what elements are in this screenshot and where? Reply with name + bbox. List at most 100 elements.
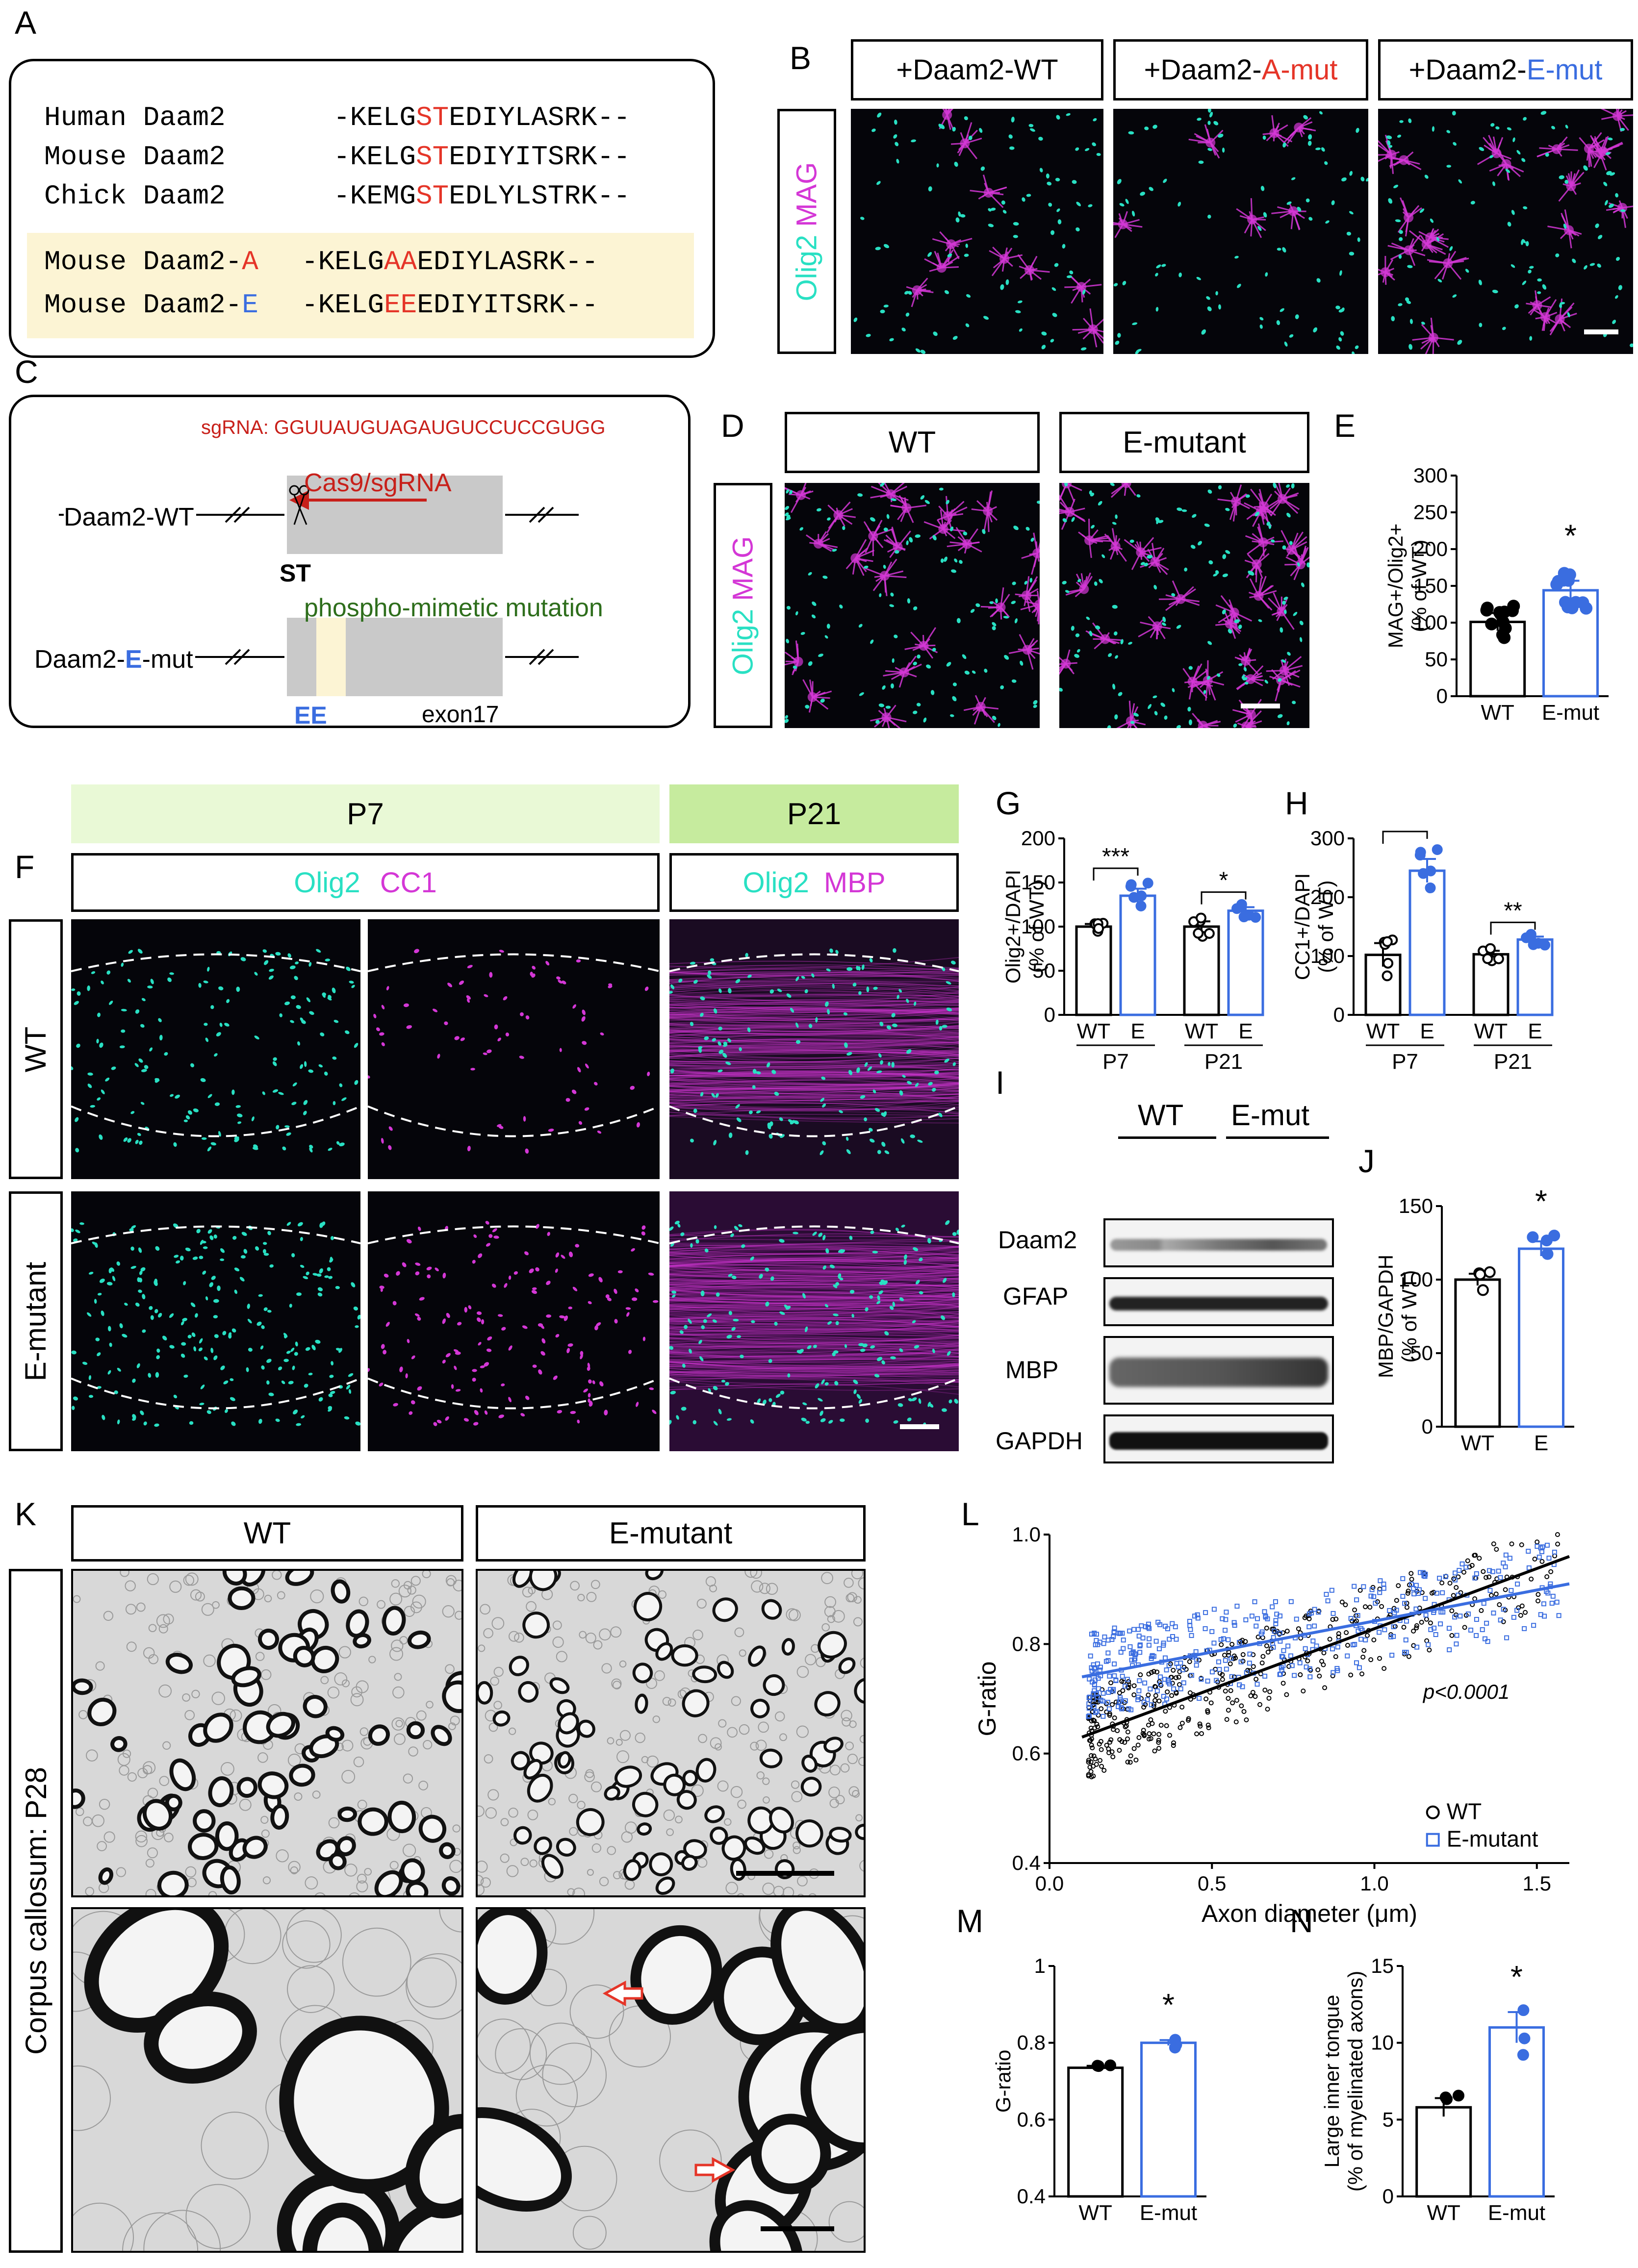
myelinated-axon bbox=[73, 1678, 93, 1695]
data-point bbox=[1125, 1729, 1130, 1735]
micrograph-f-wt-olig2 bbox=[71, 919, 360, 1179]
data-point bbox=[1556, 1613, 1561, 1618]
nucleus bbox=[1062, 518, 1067, 523]
nucleus bbox=[94, 1242, 98, 1248]
nucleus bbox=[751, 1320, 755, 1323]
nucleus bbox=[190, 1063, 195, 1067]
mbp-fiber bbox=[669, 1288, 959, 1299]
nucleus bbox=[873, 986, 878, 990]
st-site-label: ST bbox=[280, 559, 311, 587]
myelinated-axon bbox=[242, 1836, 268, 1859]
nucleus bbox=[505, 1033, 510, 1037]
myelinated-axon bbox=[98, 1867, 113, 1885]
panel-label-d: D bbox=[721, 407, 744, 444]
mag-cell bbox=[1248, 576, 1277, 611]
nucleus bbox=[454, 1036, 460, 1040]
myelinated-axon bbox=[188, 1833, 219, 1860]
nucleus bbox=[674, 1221, 680, 1225]
mag-cell bbox=[883, 655, 922, 688]
mbp-fiber bbox=[669, 1349, 959, 1355]
nucleus bbox=[700, 996, 705, 1001]
nucleus bbox=[870, 1345, 875, 1349]
nucleus bbox=[846, 1052, 852, 1056]
data-point bbox=[1255, 1635, 1261, 1640]
data-point bbox=[1454, 1641, 1459, 1647]
nucleus bbox=[110, 1267, 115, 1272]
nucleus bbox=[288, 1381, 294, 1385]
nucleus bbox=[545, 961, 550, 966]
data-point bbox=[1402, 1601, 1408, 1606]
nucleus bbox=[535, 1267, 539, 1272]
myelinated-axon bbox=[655, 1642, 673, 1661]
nucleus bbox=[1000, 284, 1004, 290]
p7-stain-header: Olig2 CC1 bbox=[71, 853, 660, 912]
mbp-fiber bbox=[669, 1018, 959, 1027]
mbp-fiber bbox=[669, 1372, 959, 1380]
boundary-line bbox=[71, 1105, 360, 1137]
data-point bbox=[1270, 1604, 1275, 1610]
data-point bbox=[1108, 1737, 1114, 1742]
mbp-fiber bbox=[669, 1105, 959, 1114]
nucleus bbox=[954, 161, 958, 167]
myelinated-axon bbox=[632, 1663, 653, 1684]
blot-gapdh bbox=[1103, 1414, 1334, 1463]
nucleus bbox=[237, 1113, 243, 1117]
nucleus bbox=[1136, 494, 1141, 498]
mbp-fiber bbox=[669, 1293, 959, 1307]
mag-cell bbox=[1397, 197, 1422, 237]
nucleus bbox=[893, 948, 896, 953]
nucleus bbox=[1537, 291, 1541, 294]
nucleus bbox=[858, 1399, 862, 1404]
data-point bbox=[1485, 617, 1498, 630]
nucleus bbox=[954, 1399, 958, 1404]
nucleus bbox=[876, 1070, 882, 1073]
mag-cell bbox=[906, 277, 934, 307]
nucleus bbox=[1233, 723, 1237, 728]
nucleus bbox=[768, 1134, 773, 1139]
mbp-fiber bbox=[669, 1101, 959, 1111]
mag-cell bbox=[923, 509, 965, 540]
mbp-fiber bbox=[669, 1262, 959, 1273]
nucleus bbox=[740, 1355, 744, 1359]
mbp-fiber bbox=[669, 1298, 959, 1304]
data-point bbox=[1129, 1657, 1134, 1663]
nucleus bbox=[907, 1417, 912, 1422]
nucleus bbox=[964, 253, 969, 257]
mag-cell bbox=[1385, 151, 1422, 171]
data-point bbox=[1107, 1739, 1113, 1745]
nucleus bbox=[669, 1420, 672, 1425]
nucleus bbox=[1188, 666, 1193, 670]
mag-cell bbox=[1192, 712, 1221, 728]
nucleus bbox=[717, 1069, 723, 1073]
nucleus bbox=[916, 703, 921, 706]
nucleus bbox=[155, 1246, 160, 1251]
nucleus bbox=[99, 1278, 105, 1283]
data-point bbox=[1165, 1689, 1170, 1694]
nucleus bbox=[1213, 121, 1219, 126]
nucleus bbox=[1565, 125, 1568, 129]
data-point bbox=[1240, 1652, 1246, 1657]
nucleus bbox=[888, 1062, 891, 1066]
nucleus bbox=[130, 1111, 135, 1114]
mbp-fiber bbox=[669, 1253, 959, 1255]
data-point bbox=[1421, 1573, 1427, 1579]
mbp-fiber bbox=[669, 1259, 959, 1271]
nucleus bbox=[1286, 484, 1290, 488]
mbp-fiber bbox=[669, 1262, 959, 1270]
y-tick-label: 100 bbox=[1399, 1268, 1433, 1291]
nucleus bbox=[1028, 124, 1034, 127]
nucleus bbox=[802, 1402, 807, 1406]
data-point bbox=[1446, 1626, 1452, 1631]
nucleus bbox=[1161, 622, 1166, 626]
mbp-fiber bbox=[669, 1036, 959, 1047]
nucleus bbox=[891, 1013, 896, 1018]
nucleus bbox=[200, 1385, 205, 1389]
nucleus bbox=[220, 1258, 225, 1261]
nucleus bbox=[690, 1243, 693, 1248]
nucleus bbox=[877, 1357, 883, 1361]
nucleus bbox=[95, 1337, 100, 1341]
data-point bbox=[1352, 1584, 1357, 1589]
data-point bbox=[1178, 1686, 1183, 1691]
nucleus bbox=[123, 1137, 128, 1142]
data-point bbox=[1331, 1611, 1336, 1616]
